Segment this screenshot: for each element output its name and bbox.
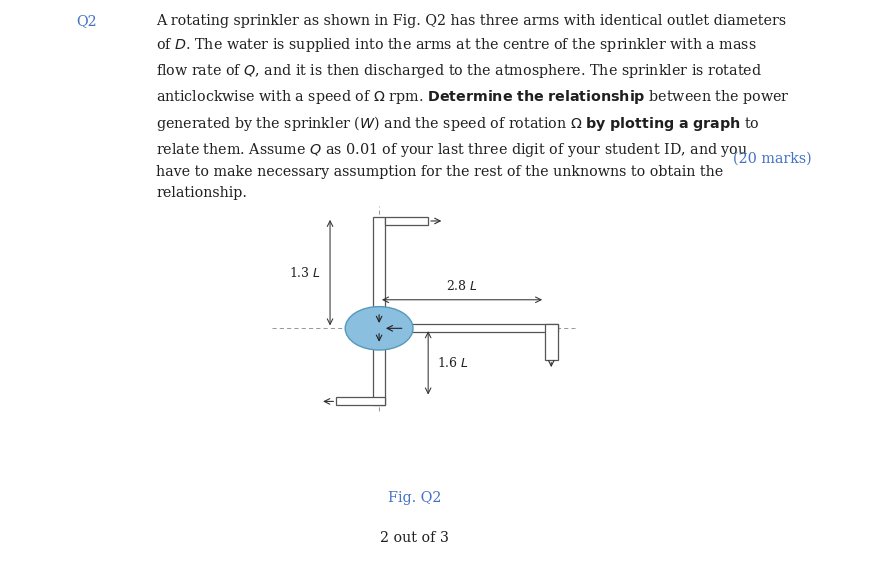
Bar: [336, 397, 385, 405]
Text: Q2: Q2: [76, 14, 96, 29]
Circle shape: [345, 307, 413, 350]
Text: 2 out of 3: 2 out of 3: [380, 531, 450, 545]
Bar: [385, 217, 428, 225]
Bar: [373, 217, 385, 332]
Text: Fig. Q2: Fig. Q2: [388, 491, 442, 505]
Bar: [545, 324, 558, 360]
Text: 1.6 $L$: 1.6 $L$: [437, 356, 469, 370]
Bar: [373, 324, 385, 405]
Text: (20 marks): (20 marks): [733, 151, 812, 166]
Text: 2.8 $L$: 2.8 $L$: [446, 279, 478, 293]
Text: A rotating sprinkler as shown in Fig. Q2 has three arms with identical outlet di: A rotating sprinkler as shown in Fig. Q2…: [156, 14, 789, 200]
Bar: [373, 324, 558, 332]
Text: 1.3 $L$: 1.3 $L$: [289, 266, 321, 280]
